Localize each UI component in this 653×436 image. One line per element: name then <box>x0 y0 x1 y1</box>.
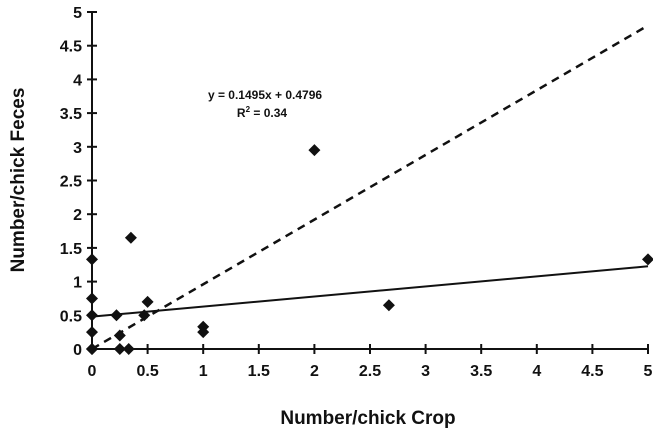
y-tick-label: 3.5 <box>60 106 82 123</box>
x-tick-label: 0.5 <box>136 363 158 380</box>
points-layer <box>86 144 653 355</box>
y-axis-title: Number/chick Feces <box>8 88 29 273</box>
y-tick-label: 4.5 <box>60 39 82 56</box>
data-point <box>382 299 395 312</box>
reference-line-dashed <box>91 24 649 351</box>
data-point <box>197 320 210 333</box>
r-squared-value: = 0.34 <box>250 106 287 120</box>
x-tick-label: 4.5 <box>581 363 603 380</box>
x-tick-label: 1.5 <box>248 363 270 380</box>
x-tick-label: 2 <box>310 363 319 380</box>
data-point <box>86 343 98 355</box>
x-tick-label: 2.5 <box>359 363 381 380</box>
data-point <box>642 253 653 266</box>
x-axis-title: Number/chick Crop <box>280 408 455 429</box>
y-tick-label: 0 <box>73 342 82 359</box>
x-tick-label: 3.5 <box>470 363 492 380</box>
data-point <box>113 343 126 355</box>
trendline-equation: y = 0.1495x + 0.4796 <box>208 88 322 102</box>
tick-labels: 0 0.5 1 1.5 2 2.5 3 3.5 4 4.5 5 0 0.5 1 1.5 2 2.5 3 3.5 4 4.… <box>60 5 653 380</box>
x-tick-label: 5 <box>644 363 653 380</box>
data-point <box>124 231 137 244</box>
y-tick-label: 4 <box>73 72 82 89</box>
x-tick-label: 0 <box>88 363 97 380</box>
data-point <box>141 295 154 308</box>
lines-layer <box>91 24 649 351</box>
r-squared-label: R2 = 0.34 <box>237 105 287 120</box>
data-point <box>86 292 98 305</box>
r-squared-exponent: 2 <box>246 105 251 114</box>
data-point <box>138 309 151 322</box>
r-squared-prefix: R <box>237 106 246 120</box>
data-point <box>122 343 135 355</box>
data-point <box>86 253 98 266</box>
y-tick-label: 2 <box>73 207 82 224</box>
y-tick-label: 2.5 <box>60 174 82 191</box>
data-point <box>308 144 321 157</box>
y-tick-label: 0.5 <box>60 308 82 325</box>
data-point <box>113 329 126 342</box>
x-tick-label: 3 <box>421 363 430 380</box>
x-tick-label: 4 <box>532 363 541 380</box>
y-tick-label: 5 <box>73 5 82 22</box>
x-tick-label: 1 <box>199 363 208 380</box>
y-tick-label: 3 <box>73 140 82 157</box>
y-tick-label: 1.5 <box>60 241 82 258</box>
regression-line <box>91 265 649 318</box>
y-tick-label: 1 <box>73 275 82 292</box>
data-point <box>110 309 123 322</box>
data-point <box>86 309 98 322</box>
data-point <box>86 326 98 339</box>
